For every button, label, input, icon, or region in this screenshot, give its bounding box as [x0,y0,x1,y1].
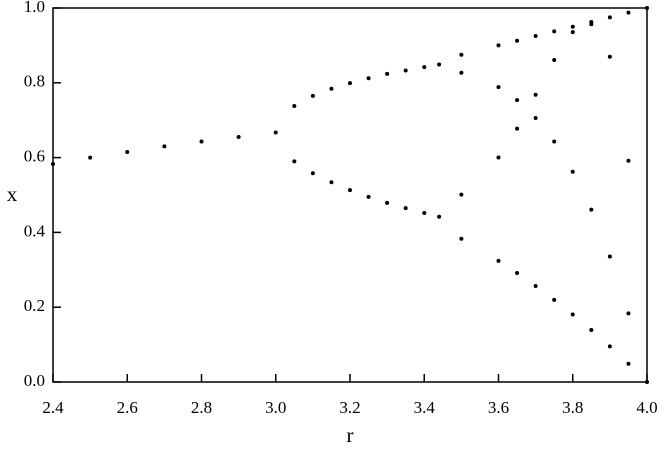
point [437,62,442,67]
point [626,361,631,366]
point [589,328,594,333]
point [459,236,464,241]
point [385,71,390,76]
point [645,380,649,384]
point [273,130,278,135]
point [366,76,371,81]
point [589,207,594,212]
point [533,34,538,39]
point [385,200,390,205]
y-axis-title: x [7,182,18,206]
point [403,68,408,73]
point [607,15,612,20]
y-tick-label: 0.0 [24,371,45,390]
x-tick-label: 2.4 [42,398,64,417]
point [348,81,352,86]
point [552,139,557,144]
point [515,38,520,43]
point [645,6,649,10]
point [533,92,538,97]
point [422,210,427,215]
plot-frame [52,7,648,383]
point [496,258,501,263]
point [626,158,631,163]
point [292,159,297,164]
point [552,29,557,34]
x-tick-label: 3.6 [488,398,509,417]
point [626,10,631,15]
point [162,144,167,149]
point [607,344,612,349]
point [626,311,631,316]
point [589,22,594,27]
y-tick-label: 0.4 [24,221,46,240]
point [199,139,204,144]
point [552,58,557,63]
point [607,54,612,59]
x-tick-label: 2.6 [117,398,138,417]
point [329,180,334,185]
y-tick-label: 0.6 [24,147,45,166]
point [533,283,538,288]
point [570,312,575,317]
point [496,85,501,90]
x-tick-label: 4.0 [636,398,657,417]
x-tick-label: 3.8 [562,398,583,417]
point [533,115,538,120]
x-tick-label: 3.4 [414,398,436,417]
point [459,70,464,75]
x-tick-label: 2.8 [191,398,212,417]
point [570,30,575,35]
point [366,194,371,199]
point [515,271,520,276]
point [607,254,612,259]
point [422,65,427,70]
x-axis-title: r [347,423,354,447]
point [515,126,520,131]
point [310,171,315,176]
point [515,98,520,103]
point [552,297,557,302]
y-tick-label: 0.2 [24,296,45,315]
point [570,169,575,174]
point [236,135,241,140]
point [496,155,501,160]
point [496,43,501,48]
y-tick-label: 0.8 [24,72,45,91]
point [88,155,93,160]
point [51,161,55,166]
point [403,206,408,211]
point [329,86,334,91]
point [459,52,464,57]
x-tick-label: 3.0 [265,398,286,417]
y-tick-label: 1.0 [24,0,45,16]
point [348,188,352,193]
point [570,24,575,29]
point [292,103,297,108]
point [310,93,315,98]
x-tick-label: 3.2 [339,398,360,417]
point [125,149,130,154]
point [459,192,464,197]
point [437,214,442,219]
